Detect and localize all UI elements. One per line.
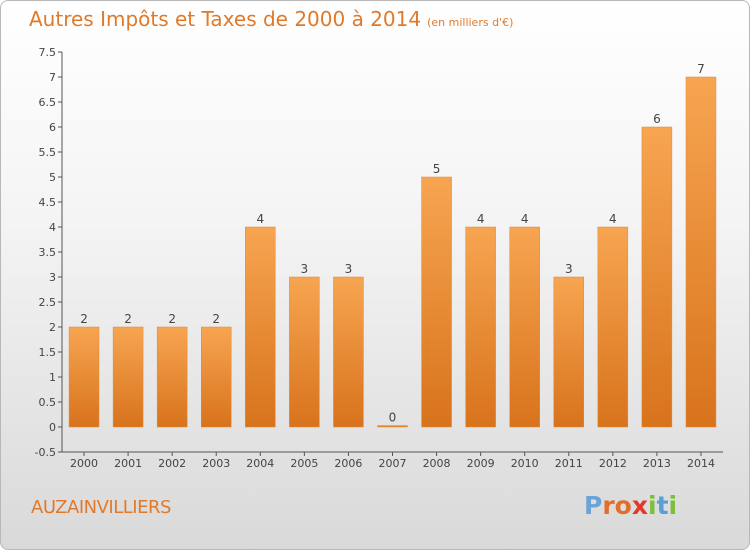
logo-letter: P — [584, 491, 603, 520]
x-tick-label: 2003 — [202, 457, 230, 470]
bar — [465, 226, 496, 428]
bar-value-label: 2 — [212, 312, 220, 326]
x-tick-label: 2011 — [555, 457, 583, 470]
x-tick-label: 2006 — [334, 457, 362, 470]
bar — [421, 176, 452, 428]
bar — [201, 326, 232, 428]
x-tick-label: 2010 — [511, 457, 539, 470]
bar — [289, 276, 320, 428]
chart-subtitle: (en milliers d'€) — [427, 16, 514, 29]
x-tick-label: 2001 — [114, 457, 142, 470]
x-tick-label: 2009 — [467, 457, 495, 470]
y-tick-label: 4.5 — [39, 196, 57, 209]
bar — [68, 326, 100, 428]
logo-letter: x — [631, 491, 648, 520]
logo-letter: i — [668, 491, 678, 520]
chart-title-text: Autres Impôts et Taxes de 2000 à 2014 — [29, 7, 422, 31]
logo-letter: t — [656, 491, 669, 520]
bar — [597, 226, 629, 428]
bar-value-label: 4 — [609, 212, 617, 226]
y-tick-label: 6 — [49, 121, 56, 134]
logo-letter: o — [614, 491, 632, 520]
bar-value-label: 0 — [389, 411, 397, 425]
bar — [245, 226, 276, 428]
y-tick-label: 3 — [49, 271, 56, 284]
proxiti-logo: Proxiti — [584, 491, 677, 520]
y-tick-label: 2 — [49, 321, 56, 334]
bar-value-label: 2 — [168, 312, 176, 326]
bar-value-label: 4 — [256, 212, 264, 226]
logo-letter: i — [648, 491, 657, 520]
x-tick-label: 2004 — [246, 457, 274, 470]
bar — [377, 425, 408, 428]
bar-value-label: 3 — [345, 262, 353, 276]
y-tick-label: 0.5 — [39, 396, 57, 409]
x-tick-label: 2005 — [290, 457, 318, 470]
bar — [553, 276, 584, 428]
bar — [641, 126, 673, 428]
x-tick-label: 2008 — [423, 457, 451, 470]
x-tick-label: 2012 — [599, 457, 627, 470]
y-tick-label: 4 — [49, 221, 56, 234]
bar-value-label: 4 — [477, 212, 485, 226]
bar-value-label: 3 — [565, 262, 573, 276]
logo-letter: r — [602, 491, 615, 520]
bar — [112, 326, 144, 428]
y-tick-label: 6.5 — [39, 96, 57, 109]
bar-value-label: 5 — [433, 162, 441, 176]
bar-value-label: 4 — [521, 212, 529, 226]
y-tick-label: 3.5 — [39, 246, 57, 259]
y-tick-label: 7 — [49, 71, 56, 84]
bar-value-label: 2 — [124, 312, 132, 326]
x-tick-label: 2000 — [70, 457, 98, 470]
bar-value-label: 6 — [653, 112, 661, 126]
bar — [333, 276, 364, 428]
y-tick-label: -0.5 — [35, 446, 56, 459]
bar-value-label: 3 — [301, 262, 309, 276]
bar-value-label: 2 — [80, 312, 88, 326]
y-tick-label: 1 — [49, 371, 56, 384]
bar-value-label: 7 — [697, 62, 705, 76]
y-tick-label: 5.5 — [39, 146, 57, 159]
y-tick-label: 7.5 — [39, 46, 57, 59]
bar — [509, 226, 540, 428]
y-tick-label: 0 — [49, 421, 56, 434]
x-tick-label: 2007 — [379, 457, 407, 470]
bar — [156, 326, 188, 428]
commune-name: AUZAINVILLIERS — [31, 497, 171, 518]
y-tick-label: 1.5 — [39, 346, 57, 359]
y-tick-label: 2.5 — [39, 296, 57, 309]
x-tick-label: 2013 — [643, 457, 671, 470]
x-tick-label: 2002 — [158, 457, 186, 470]
bar — [685, 76, 717, 428]
chart-title: Autres Impôts et Taxes de 2000 à 2014 (en… — [29, 7, 513, 31]
y-tick-label: 5 — [49, 171, 56, 184]
x-tick-label: 2014 — [687, 457, 715, 470]
